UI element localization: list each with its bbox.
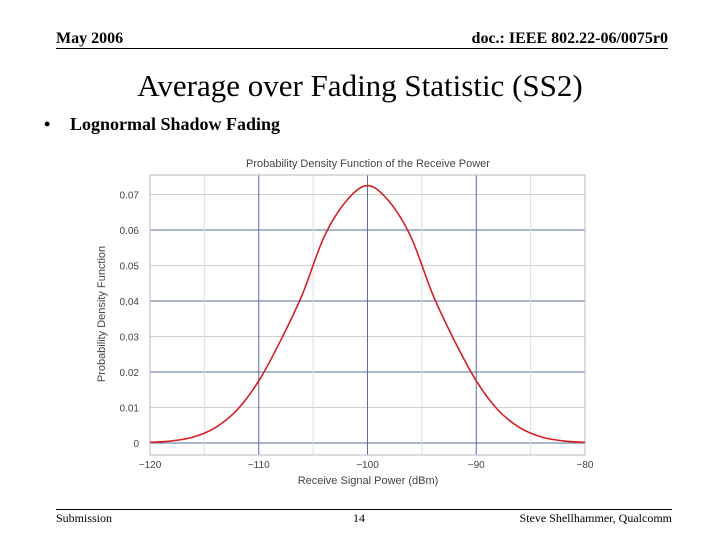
x-tick-label: −90 [468, 460, 485, 471]
footer-rule [56, 509, 672, 510]
header-rule [56, 48, 668, 49]
y-tick-label: 0.05 [120, 262, 140, 273]
y-tick-label: 0.01 [120, 404, 140, 415]
x-axis-label: Receive Signal Power (dBm) [298, 475, 439, 487]
y-tick-label: 0.03 [120, 333, 140, 344]
y-axis-label: Probability Density Function [96, 246, 108, 382]
y-tick-label: 0 [133, 439, 139, 450]
bullet-marker: • [44, 114, 51, 134]
x-tick-label: −110 [248, 460, 270, 471]
header-doc-id: doc.: IEEE 802.22-06/0075r0 [471, 30, 668, 47]
footer-author: Steve Shellhammer, Qualcomm [519, 511, 672, 525]
x-tick-labels: −120 −110 −100 −90 −80 [139, 460, 594, 471]
y-tick-label: 0.02 [120, 368, 140, 379]
footer-submission: Submission [56, 511, 113, 525]
chart-title: Probability Density Function of the Rece… [246, 158, 490, 170]
slide-title: Average over Fading Statistic (SS2) [137, 68, 583, 103]
plot-frame [149, 174, 586, 456]
grid-lines [150, 175, 585, 455]
x-tick-label: −80 [577, 460, 594, 471]
x-tick-label: −120 [139, 460, 162, 471]
x-tick-label: −100 [356, 460, 379, 471]
y-tick-label: 0.06 [120, 226, 140, 237]
y-tick-label: 0.04 [120, 297, 140, 308]
y-tick-label: 0.07 [120, 191, 140, 202]
bullet-text: Lognormal Shadow Fading [70, 114, 281, 134]
header-date: May 2006 [56, 30, 124, 47]
series-line [149, 184, 586, 444]
footer-page-number: 14 [353, 511, 365, 525]
y-tick-labels: 0 0.01 0.02 0.03 0.04 0.05 0.06 0.07 [120, 191, 140, 450]
